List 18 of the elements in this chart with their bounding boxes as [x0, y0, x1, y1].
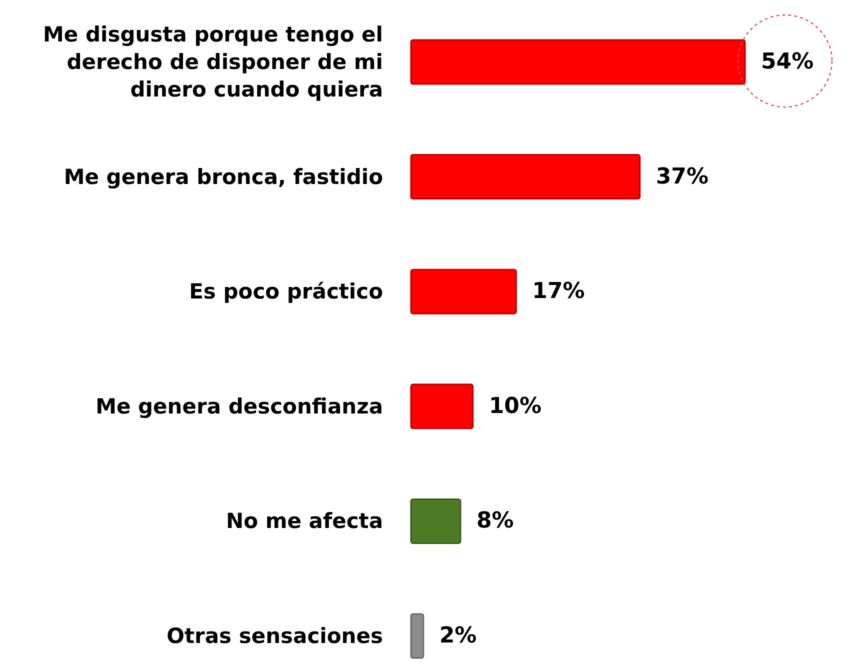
bar: [410, 39, 746, 85]
bar: [410, 384, 474, 430]
y-tick-label: Me genera bronca, fastidio: [64, 164, 383, 189]
bar: [410, 268, 517, 314]
data-label: 2%: [439, 624, 477, 648]
data-label: 17%: [532, 279, 585, 304]
data-label: 37%: [656, 164, 709, 190]
bar: [410, 154, 641, 200]
bar: [410, 498, 462, 544]
y-tick-label: Otras sensaciones: [166, 624, 383, 648]
data-label: 54%: [761, 50, 814, 74]
y-tick-label: No me afecta: [226, 509, 383, 534]
y-tick-label: Me disgusta porque tengo el derecho de disponer de mi dinero cuando quiera: [43, 22, 383, 102]
y-tick-label: Me genera desconfianza: [96, 394, 383, 418]
y-tick-label: Es poco práctico: [189, 280, 383, 304]
data-label: 10%: [488, 394, 542, 419]
bar: [410, 613, 424, 659]
data-label: 8%: [476, 508, 514, 534]
